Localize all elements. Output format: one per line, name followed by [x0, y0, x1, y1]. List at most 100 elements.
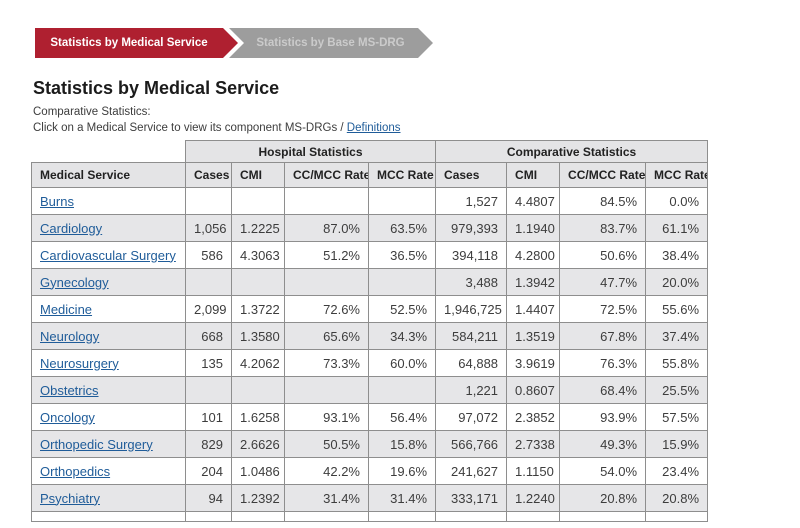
service-link[interactable]: Psychiatry [40, 490, 100, 506]
service-link[interactable]: Cardiovascular Surgery [40, 247, 176, 263]
service-cell: Orthopedic Surgery [31, 430, 186, 458]
service-cell: Gynecology [31, 268, 186, 296]
stat-cell: 3,488 [435, 268, 508, 296]
stat-cell: 333,171 [435, 484, 508, 512]
stat-cell: 135 [185, 349, 232, 377]
comparative-statistics-label: Comparative Statistics: [33, 106, 151, 118]
service-link[interactable]: Neurosurgery [40, 355, 119, 371]
stat-cell: 93.1% [284, 403, 369, 431]
stat-cell: 72.5% [559, 295, 647, 323]
service-link[interactable]: Oncology [40, 409, 95, 425]
col-header-hospital-cases: Cases [185, 162, 232, 188]
stat-cell: 83.7% [559, 214, 647, 242]
stat-cell: 2.7338 [506, 430, 561, 458]
service-link[interactable]: Burns [40, 193, 74, 209]
stat-cell [231, 187, 285, 215]
stat-cell: 64,888 [435, 349, 508, 377]
stat-cell: 49.3% [559, 430, 647, 458]
service-link[interactable]: Orthopedic Surgery [40, 436, 153, 452]
stat-cell: 97,072 [435, 403, 508, 431]
service-cell: Psychiatry [31, 484, 186, 512]
stat-cell: 0.8607 [506, 376, 561, 404]
definitions-link[interactable]: Definitions [346, 122, 401, 134]
stat-cell: 1.2240 [506, 484, 561, 512]
stat-cell: 566,766 [435, 430, 508, 458]
stat-cell [559, 511, 647, 522]
stat-cell [185, 376, 232, 404]
stat-cell [284, 511, 369, 522]
tab-label: Statistics by Base MS-DRG [256, 37, 405, 49]
stat-cell: 3.9619 [506, 349, 561, 377]
stat-cell: 4.2062 [231, 349, 285, 377]
group-header-comparative: Comparative Statistics [435, 140, 709, 163]
col-header-medical-service: Medical Service [31, 162, 186, 188]
table-row: Medicine 2,099 1.3722 72.6% 52.5% 1,946,… [31, 295, 709, 323]
stat-cell [231, 376, 285, 404]
stat-cell: 1.1940 [506, 214, 561, 242]
table-row: Burns 1,527 4.4807 84.5% 0.0% [31, 187, 709, 215]
table-row: Neurology 668 1.3580 65.6% 34.3% 584,211… [31, 322, 709, 350]
breadcrumb-tabs: Statistics by Base MS-DRG Statistics by … [35, 28, 800, 58]
stat-cell: 87.0% [284, 214, 369, 242]
service-link[interactable]: Medicine [40, 301, 93, 317]
stat-cell: 1,946,725 [435, 295, 508, 323]
service-link[interactable]: Cardiology [40, 220, 103, 236]
table-row: Gynecology 3,488 1.3942 47.7% 20.0% [31, 268, 709, 296]
table-row-truncated [31, 511, 709, 522]
tab-statistics-by-base-ms-drg[interactable]: Statistics by Base MS-DRG [222, 28, 433, 58]
stat-cell [284, 376, 369, 404]
tab-label: Statistics by Medical Service [50, 37, 208, 49]
stat-cell: 68.4% [559, 376, 647, 404]
table-row: Obstetrics 1,221 0.8607 68.4% 25.5% [31, 376, 709, 404]
table-column-header-row: Medical Service Cases CMI CC/MCC Rate MC… [31, 162, 709, 188]
col-header-comparative-ccmcc-rate: CC/MCC Rate [559, 162, 647, 188]
stat-cell: 50.5% [284, 430, 369, 458]
col-header-comparative-cmi: CMI [506, 162, 561, 188]
stat-cell: 204 [185, 457, 232, 485]
stat-cell: 1.2225 [231, 214, 285, 242]
table-row: Orthopedics 204 1.0486 42.2% 19.6% 241,6… [31, 457, 709, 485]
stat-cell: 76.3% [559, 349, 647, 377]
tab-statistics-by-medical-service[interactable]: Statistics by Medical Service [35, 28, 238, 58]
stat-cell: 1.3942 [506, 268, 561, 296]
col-header-comparative-cases: Cases [435, 162, 508, 188]
service-link[interactable]: Obstetrics [40, 382, 99, 398]
stat-cell: 31.4% [367, 484, 437, 512]
stat-cell [367, 511, 437, 522]
service-link[interactable]: Neurology [40, 328, 100, 344]
stat-cell: 73.3% [284, 349, 369, 377]
stat-cell: 47.7% [559, 268, 647, 296]
stat-cell: 1.3580 [231, 322, 285, 350]
service-link[interactable]: Orthopedics [40, 463, 111, 479]
stat-cell: 1.4407 [506, 295, 561, 323]
stat-cell: 20.8% [645, 484, 709, 512]
stat-cell: 57.5% [645, 403, 709, 431]
stat-cell: 4.4807 [506, 187, 561, 215]
stat-cell: 1,527 [435, 187, 508, 215]
stat-cell: 15.8% [367, 430, 437, 458]
service-cell: Cardiovascular Surgery [31, 241, 186, 269]
page-title: Statistics by Medical Service [33, 78, 280, 98]
stat-cell: 84.5% [559, 187, 647, 215]
service-cell: Burns [31, 187, 186, 215]
instruction-text: Click on a Medical Service to view its c… [33, 122, 800, 134]
stat-cell: 25.5% [645, 376, 709, 404]
stat-cell: 38.4% [645, 241, 709, 269]
stat-cell: 829 [185, 430, 232, 458]
stat-cell: 42.2% [284, 457, 369, 485]
stat-cell: 54.0% [559, 457, 647, 485]
stat-cell [185, 268, 232, 296]
stat-cell: 4.2800 [506, 241, 561, 269]
statistics-table: Hospital Statistics Comparative Statisti… [31, 140, 709, 522]
service-link[interactable]: Gynecology [40, 274, 109, 290]
stat-cell [367, 268, 437, 296]
stat-cell: 37.4% [645, 322, 709, 350]
stat-cell: 36.5% [367, 241, 437, 269]
stat-cell: 31.4% [284, 484, 369, 512]
stat-cell [231, 511, 285, 522]
stat-cell [367, 376, 437, 404]
stat-cell: 93.9% [559, 403, 647, 431]
stat-cell: 94 [185, 484, 232, 512]
stat-cell: 1,221 [435, 376, 508, 404]
stat-cell [231, 268, 285, 296]
